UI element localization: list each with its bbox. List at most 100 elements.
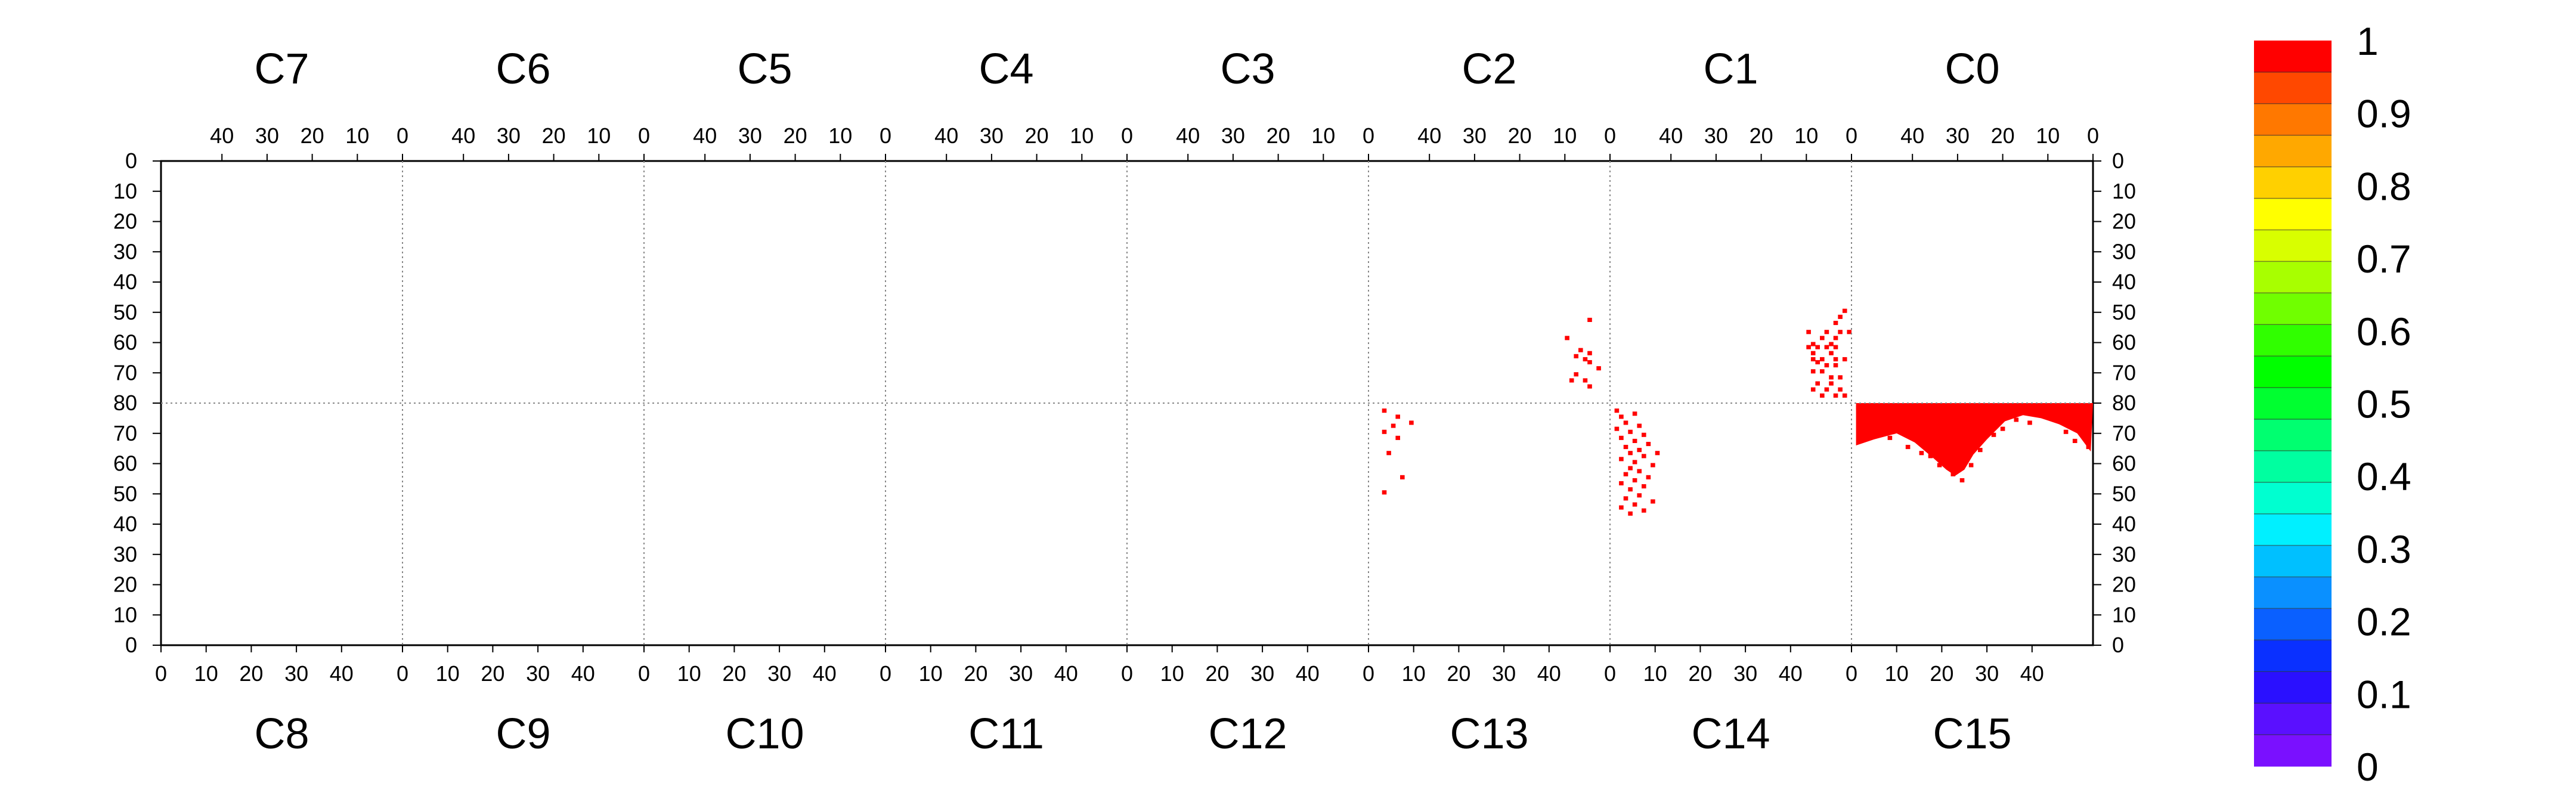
data-cell (1583, 378, 1588, 383)
x-tick-label-top: 30 (980, 123, 1004, 148)
x-tick-label-top: 40 (451, 123, 475, 148)
colorbar-tick-label: 0.8 (2357, 164, 2411, 208)
x-tick-label-bottom: 40 (1779, 661, 1803, 686)
data-cell (2063, 429, 2069, 434)
x-tick-label-bottom: 10 (436, 661, 460, 686)
x-tick-label-bottom: 0 (155, 661, 167, 686)
data-cell (1959, 478, 1965, 482)
x-tick-label-top: 20 (1025, 123, 1049, 148)
x-tick-label-top: 40 (210, 123, 234, 148)
y-tick-label-right: 60 (2112, 451, 2136, 476)
x-tick-label-top: 0 (880, 123, 891, 148)
data-cell (1642, 432, 1646, 437)
x-tick-label-bottom: 10 (919, 661, 943, 686)
y-tick-label-left: 80 (113, 391, 137, 415)
x-tick-label-bottom: 30 (1250, 661, 1274, 686)
heatmap-cells (1382, 308, 2093, 516)
y-tick-label-right: 10 (2112, 179, 2136, 203)
data-cell (1829, 351, 1834, 355)
x-tick-label-bottom: 10 (677, 661, 701, 686)
data-region (1856, 403, 2093, 476)
x-tick-label-top: 0 (1604, 123, 1616, 148)
y-tick-label-right: 0 (2112, 148, 2124, 173)
x-tick-label-top: 40 (1900, 123, 1924, 148)
chamber-label-bottom: C9 (496, 710, 550, 758)
data-cell (1382, 408, 1387, 413)
data-cell (1382, 490, 1387, 495)
data-cell (1878, 429, 1883, 434)
x-tick-label-bottom: 20 (1205, 661, 1229, 686)
plot-area (160, 160, 2094, 646)
chamber-label-bottom: C15 (1933, 710, 2011, 758)
data-cell (1824, 330, 1829, 335)
x-tick-label-top: 10 (1794, 123, 1818, 148)
chamber-label-bottom: C13 (1450, 710, 1528, 758)
colorbar-tick-label: 0.1 (2357, 672, 2411, 716)
data-cell (1642, 484, 1646, 489)
data-cell (1833, 393, 1838, 398)
x-tick-label-top: 20 (1991, 123, 2015, 148)
x-tick-label-bottom: 20 (1930, 661, 1953, 686)
x-tick-label-bottom: 20 (964, 661, 987, 686)
x-tick-label-top: 10 (828, 123, 852, 148)
x-tick-label-bottom: 0 (397, 661, 408, 686)
y-tick-label-right: 30 (2112, 542, 2136, 566)
x-tick-label-top: 20 (1508, 123, 1532, 148)
data-cell (1565, 336, 1569, 340)
colorbar-tick-label: 0.4 (2357, 454, 2411, 499)
data-cell (1829, 381, 1834, 386)
chamber-label-top: C2 (1462, 45, 1516, 93)
data-cell (1642, 508, 1646, 513)
data-cell (1820, 393, 1825, 398)
colorbar-band (2254, 356, 2332, 388)
data-cell (1833, 321, 1838, 326)
chamber-label-bottom: C12 (1208, 710, 1287, 758)
y-tick-label-left: 70 (113, 421, 137, 445)
x-tick-label-bottom: 40 (330, 661, 354, 686)
data-cell (1838, 314, 1843, 319)
x-tick-label-bottom: 0 (1846, 661, 1857, 686)
chamber-label-top: C1 (1703, 45, 1758, 93)
x-tick-label-bottom: 40 (813, 661, 837, 686)
chamber-label-bottom: C8 (254, 710, 309, 758)
x-tick-label-bottom: 20 (481, 661, 504, 686)
y-tick-label-right: 20 (2112, 572, 2136, 597)
x-tick-label-top: 0 (1121, 123, 1133, 148)
data-cell (1578, 348, 1583, 352)
y-tick-label-right: 60 (2112, 330, 2136, 355)
data-cell (2027, 420, 2032, 425)
data-cell (1619, 435, 1624, 440)
y-tick-label-right: 10 (2112, 602, 2136, 627)
data-cell (1824, 363, 1829, 368)
x-tick-label-bottom: 10 (1402, 661, 1426, 686)
data-cell (2036, 411, 2041, 416)
x-tick-label-bottom: 40 (1537, 661, 1561, 686)
x-tick-label-top: 30 (1221, 123, 1245, 148)
data-cell (1806, 345, 1811, 349)
y-tick-label-right: 40 (2112, 270, 2136, 294)
x-tick-label-top: 40 (1176, 123, 1200, 148)
colorbar-band (2254, 261, 2332, 293)
y-tick-label-right: 20 (2112, 209, 2136, 234)
x-tick-label-bottom: 40 (1054, 661, 1078, 686)
data-cell (1614, 408, 1620, 413)
y-tick-label-left: 60 (113, 451, 137, 476)
x-tick-label-bottom: 30 (1975, 661, 1999, 686)
colorbar-band (2254, 419, 2332, 451)
data-cell (1806, 330, 1811, 335)
data-cell (1815, 360, 1820, 364)
data-cell (1623, 472, 1628, 476)
x-tick-label-top: 30 (255, 123, 279, 148)
colorbar-band (2254, 103, 2332, 136)
data-cell (1856, 405, 1861, 410)
colorbar-band (2254, 608, 2332, 640)
x-tick-label-bottom: 30 (1009, 661, 1033, 686)
chamber-label-bottom: C14 (1691, 710, 1770, 758)
y-tick-label-left: 0 (125, 633, 137, 657)
x-tick-label-top: 30 (1463, 123, 1487, 148)
data-cell (1386, 451, 1391, 456)
colorbar-band (2254, 293, 2332, 325)
colorbar-band (2254, 388, 2332, 420)
data-cell (1400, 475, 1405, 479)
